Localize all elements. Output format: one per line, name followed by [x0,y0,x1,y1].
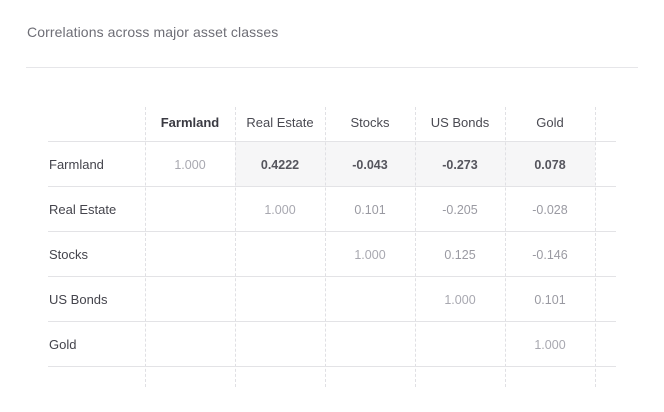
column-separator [595,107,596,387]
table-cell: -0.028 [532,202,568,217]
table-cell: 0.101 [354,202,386,217]
column-header-us-bonds: US Bonds [430,115,490,130]
table-cell: 0.078 [534,157,566,172]
table-cell: 1.000 [534,337,566,352]
column-separator [235,107,236,387]
row-separator [48,321,616,322]
row-separator [48,276,616,277]
table-cell: -0.273 [442,157,478,172]
page-title: Correlations across major asset classes [27,24,279,40]
row-separator [48,186,616,187]
row-separator [48,366,616,367]
column-separator [505,107,506,387]
table-cell: -0.043 [352,157,388,172]
table-cell: 1.000 [264,202,296,217]
table-cell: 1.000 [174,157,206,172]
table-cell: -0.146 [532,247,568,262]
column-separator [145,107,146,387]
row-label-real-estate: Real Estate [49,202,117,217]
column-separator [325,107,326,387]
title-divider [26,67,638,68]
table-cell: 1.000 [444,292,476,307]
column-header-stocks: Stocks [350,115,390,130]
table-cell: 0.125 [444,247,476,262]
column-header-farmland: Farmland [160,115,220,130]
column-separator [415,107,416,387]
row-label-gold: Gold [49,337,77,352]
row-separator [48,141,616,142]
row-label-farmland: Farmland [49,157,104,172]
table-cell: 1.000 [354,247,386,262]
table-cell: 0.101 [534,292,566,307]
row-separator [48,231,616,232]
column-header-gold: Gold [536,115,564,130]
row-label-us-bonds: US Bonds [49,292,108,307]
column-header-real-estate: Real Estate [246,115,314,130]
table-cell: -0.205 [442,202,478,217]
row-label-stocks: Stocks [49,247,89,262]
table-cell: 0.4222 [260,157,300,172]
